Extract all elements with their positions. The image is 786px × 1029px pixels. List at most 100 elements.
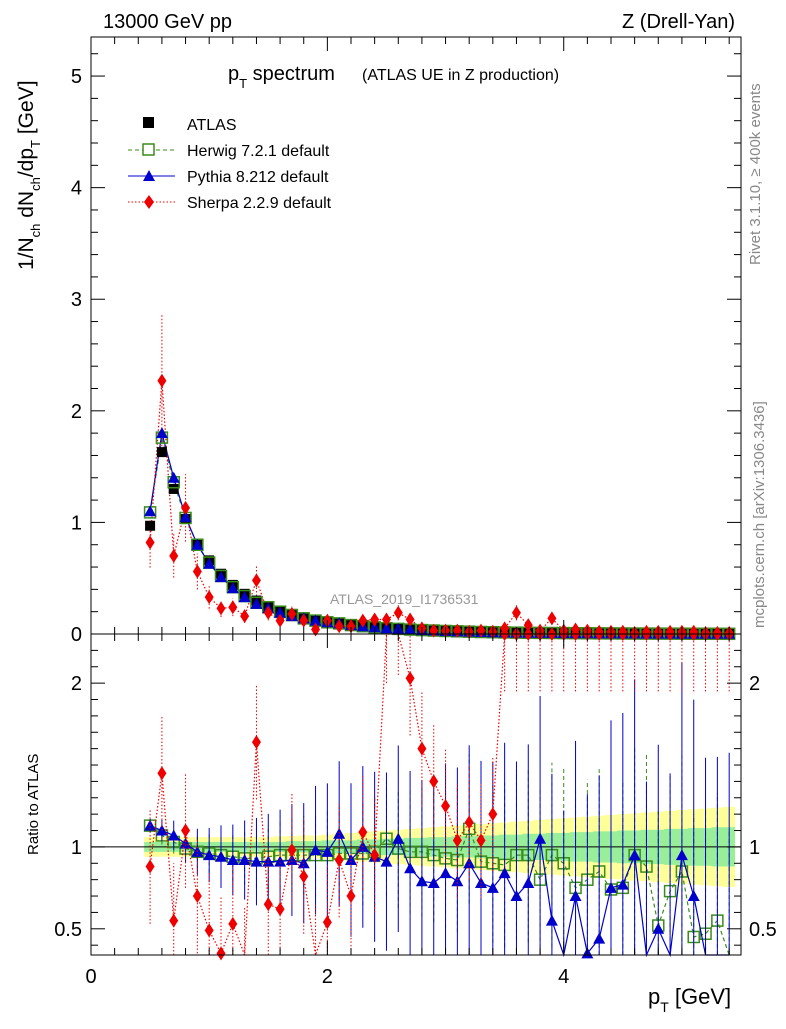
top-point-sherpa — [157, 373, 167, 388]
ratio-point-sherpa — [334, 853, 344, 868]
mcplots-note: mcplots.cern.ch [arXiv:1306.3436] — [751, 401, 768, 628]
ratio-ytick-label: 2 — [71, 673, 82, 695]
top-ytick-label: 2 — [71, 401, 82, 423]
ratio-point-pythia — [309, 844, 322, 856]
ratio-point-pythia — [628, 849, 641, 861]
ylabel-part-1: 1/N — [15, 237, 38, 270]
top-point-sherpa — [358, 613, 368, 628]
top-point-sherpa — [511, 605, 521, 620]
ylabel-part-7: [GeV] — [15, 80, 38, 140]
ratio-point-pythia — [415, 875, 428, 887]
top-point-pythia — [309, 614, 322, 626]
ratio-ytick-label: 0.5 — [54, 919, 82, 941]
top-point-sherpa — [275, 613, 285, 628]
ratio-point-pythia — [167, 829, 180, 841]
xlabel-p: p — [648, 984, 660, 1009]
ratio-point-pythia — [510, 890, 523, 902]
top-point-sherpa — [405, 612, 415, 627]
ratio-point-sherpa — [157, 766, 167, 781]
ratio-point-sherpa — [299, 869, 309, 884]
xtick-label: 2 — [322, 966, 333, 988]
legend-marker-atlas — [143, 117, 154, 128]
top-point-sherpa — [181, 500, 191, 515]
ratio-point-sherpa — [464, 815, 474, 830]
top-point-sherpa — [169, 548, 179, 563]
top-point-pythia — [167, 471, 180, 483]
ratio-point-sherpa — [346, 889, 356, 904]
top-point-pythia — [155, 427, 168, 439]
top-point-pythia — [203, 557, 216, 569]
legend-entry-atlas: ATLAS — [143, 117, 237, 134]
ratio-point-sherpa — [275, 902, 285, 917]
ratio-point-sherpa — [452, 833, 462, 848]
top-point-sherpa — [381, 612, 391, 627]
ratio-point-sherpa — [287, 843, 297, 858]
top-point-pythia — [226, 582, 239, 594]
top-point-pythia — [368, 621, 381, 633]
ratio-ytick-label-right: 1 — [749, 837, 760, 859]
legend-marker-sherpa — [144, 195, 154, 209]
ratio-point-sherpa — [263, 897, 273, 912]
top-point-sherpa — [393, 605, 403, 620]
ratio-point-sherpa — [216, 946, 226, 961]
legend-marker-pythia — [143, 170, 155, 181]
xlabel-sub: T — [660, 999, 669, 1015]
ratio-point-pythia — [404, 862, 417, 874]
top-point-atlas — [168, 483, 179, 494]
top-ytick-label: 4 — [71, 178, 82, 200]
ratio-point-pythia — [652, 922, 665, 934]
ylabel-part-6: T — [28, 140, 43, 148]
ratio-point-pythia — [226, 854, 239, 866]
ylabel-part-5: /dp — [15, 148, 38, 177]
ratio-point-sherpa — [192, 889, 202, 904]
ratio-point-sherpa — [169, 913, 179, 928]
top-point-pythia — [179, 510, 192, 522]
ratio-point-sherpa — [488, 807, 498, 822]
ratio-point-sherpa — [476, 833, 486, 848]
ylabel-part-4: ch — [28, 177, 43, 191]
ratio-point-sherpa — [181, 823, 191, 838]
ratio-point-pythia — [215, 850, 227, 862]
title-p: p — [228, 63, 239, 85]
ratio-point-pythia — [321, 845, 334, 857]
top-point-atlas — [145, 520, 156, 531]
legend-marker-herwig — [142, 143, 155, 156]
ratio-ylabel: Ratio to ATLAS — [25, 754, 42, 855]
top-ytick-label: 3 — [71, 289, 82, 311]
top-ylabel: 1/Nch dNch/dpT [GeV] — [15, 80, 43, 270]
ratio-point-pythia — [274, 855, 287, 867]
top-point-pythia — [404, 623, 417, 635]
top-point-sherpa — [145, 535, 155, 550]
top-point-sherpa — [370, 612, 380, 627]
ratio-point-sherpa — [251, 735, 261, 750]
svg-text:pT spectrum: pT spectrum — [228, 63, 335, 91]
ratio-point-pythia — [392, 832, 405, 844]
legend-entry-sherpa: Sherpa 2.2.9 default — [128, 195, 332, 212]
ratio-point-pythia — [345, 854, 357, 866]
axes-ticks: 0 1 2 3 4 5 0 2 4 0.5 0.5 1 1 2 2 — [54, 37, 777, 988]
xlabel: pT [GeV] — [648, 984, 731, 1015]
top-point-sherpa — [299, 613, 309, 628]
ratio-point-pythia — [687, 890, 700, 902]
ratio-point-pythia — [569, 890, 582, 902]
ratio-line-sherpa — [149, 633, 730, 956]
legend-label-sherpa: Sherpa 2.2.9 default — [187, 195, 332, 212]
legend-label-atlas: ATLAS — [187, 117, 237, 134]
top-point-pythia — [250, 597, 263, 609]
ratio-point-sherpa — [429, 774, 439, 789]
analysis-id-label: ATLAS_2019_I1736531 — [330, 591, 479, 607]
ratio-ytick-label: 1 — [71, 837, 82, 859]
ratio-point-pythia — [179, 837, 192, 849]
ratio-frame — [90, 633, 742, 956]
ratio-point-sherpa — [441, 798, 451, 813]
top-point-pythia — [144, 505, 157, 517]
ratio-point-pythia — [522, 876, 535, 888]
xtick-label: 4 — [558, 966, 569, 988]
ratio-point-sherpa — [228, 916, 238, 931]
ratio-point-pythia — [380, 855, 393, 867]
xtick-label: 0 — [85, 966, 96, 988]
xlabel-rest: [GeV] — [669, 984, 731, 1009]
rivet-note: Rivet 3.1.10, ≥ 400k events — [747, 83, 764, 265]
